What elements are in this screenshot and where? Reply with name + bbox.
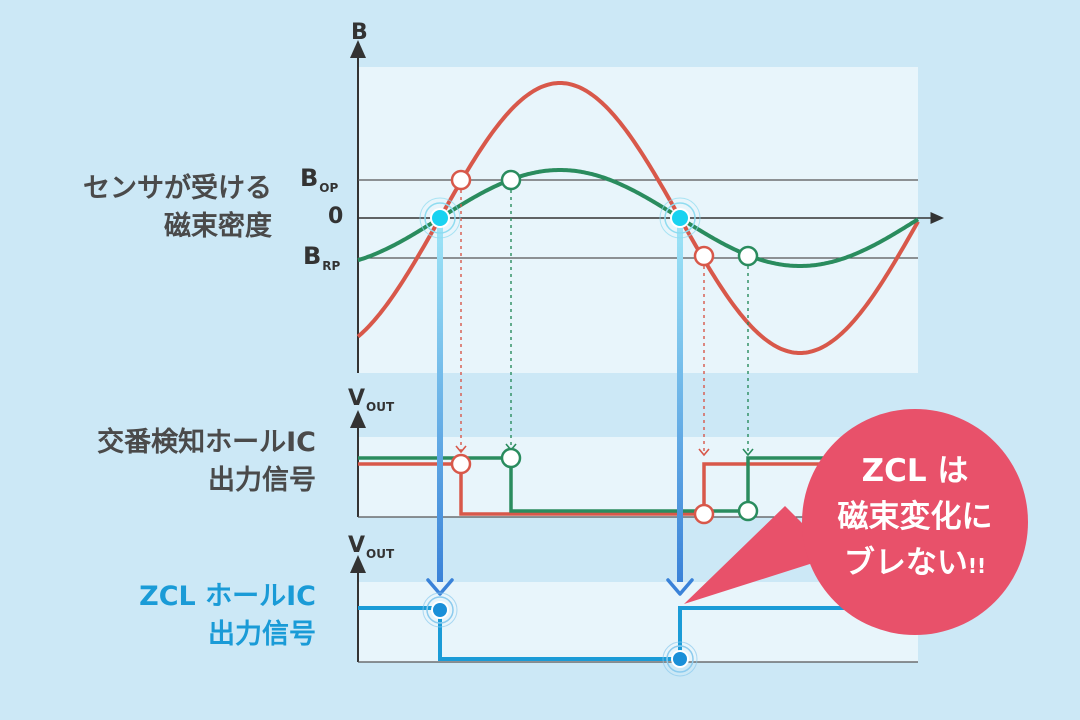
- red-brp-marker: [693, 245, 715, 267]
- bubble-line3: ブレない!!: [843, 545, 987, 581]
- zcl-drop-arrow-2: [666, 220, 694, 596]
- alt-label: 交番検知ホールIC 出力信号: [20, 424, 316, 500]
- zcl-switch-marker-1: [422, 592, 458, 628]
- vout-label-2: VOUT: [348, 533, 395, 561]
- flux-label: センサが受ける 磁束密度: [40, 170, 272, 246]
- alt-label-line1: 交番検知ホールIC: [97, 427, 316, 458]
- vout-label-1: VOUT: [348, 386, 395, 414]
- b-axis-label: B: [351, 20, 368, 45]
- red-switch-marker-1: [450, 453, 472, 475]
- flux-label-line2: 磁束密度: [164, 211, 272, 242]
- green-bop-marker: [500, 169, 522, 191]
- zero-cross-marker-2: [659, 197, 701, 239]
- green-output-signal: [358, 456, 918, 513]
- zcl-drop-arrow-1: [426, 220, 454, 596]
- green-brp-marker: [737, 245, 759, 267]
- zcl-label: ZCL ホールIC 出力信号: [20, 578, 316, 654]
- green-switch-marker-2: [737, 500, 759, 522]
- zcl-switch-marker-2: [662, 641, 698, 677]
- bop-label: BOP: [300, 164, 339, 195]
- zero-cross-marker-1: [419, 197, 461, 239]
- zero-label: 0: [328, 204, 344, 229]
- zcl-label-line1: ZCL ホールIC: [139, 581, 316, 612]
- green-flux-curve: [357, 168, 920, 268]
- red-drop-lines: [460, 190, 705, 455]
- brp-label: BRP: [303, 242, 341, 273]
- red-output-signal: [358, 462, 918, 516]
- red-drop-arrowheads: [455, 445, 710, 457]
- red-switch-marker-2: [693, 503, 715, 525]
- green-drop-lines: [510, 190, 749, 455]
- zcl-label-line2: 出力信号: [208, 619, 316, 650]
- flux-label-line1: センサが受ける: [83, 173, 272, 204]
- speech-bubble: [684, 409, 1028, 635]
- bubble-line2: 磁束変化に: [837, 499, 993, 535]
- alt-label-line2: 出力信号: [208, 465, 316, 496]
- bubble-line1: ZCL は: [861, 453, 969, 489]
- zcl-output-signal: [358, 606, 918, 661]
- red-flux-curve: [356, 81, 920, 355]
- red-bop-marker: [450, 169, 472, 191]
- green-switch-marker-1: [500, 447, 522, 469]
- flux-panel: [358, 67, 918, 373]
- bubble-text: ZCL は 磁束変化に ブレない!!: [810, 448, 1020, 589]
